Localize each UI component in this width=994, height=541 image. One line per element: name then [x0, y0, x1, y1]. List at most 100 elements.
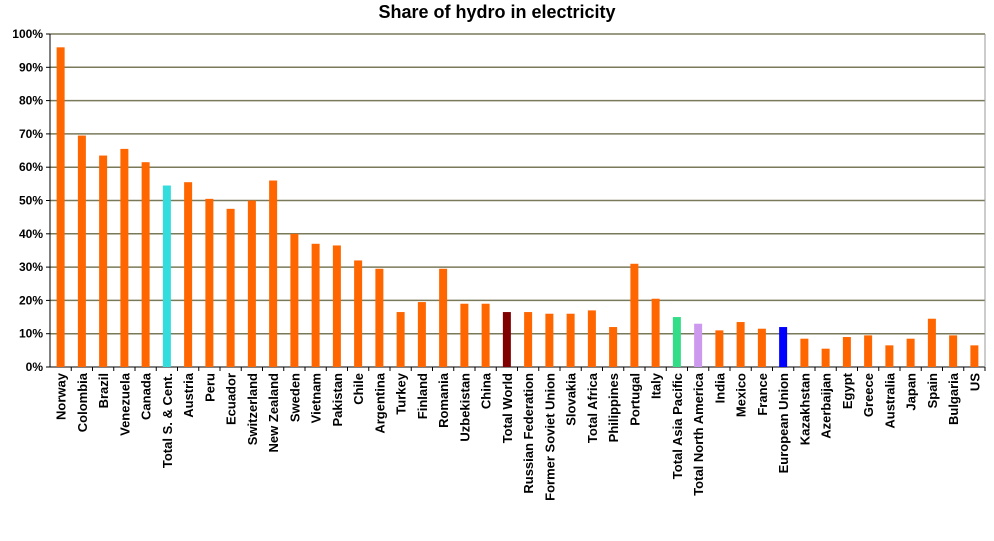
bar	[375, 268, 384, 367]
bar	[906, 338, 915, 367]
x-tick-label: Total S. & Cent.	[160, 373, 175, 468]
bar	[609, 327, 618, 367]
x-tick-label: European Union	[776, 373, 791, 473]
bar	[715, 330, 724, 367]
bar	[332, 245, 341, 367]
x-tick-label: Colombia	[75, 372, 90, 432]
bar	[630, 263, 639, 367]
bar	[757, 328, 766, 367]
y-tick-label: 30%	[19, 260, 43, 274]
x-tick-label: Pakistan	[330, 373, 345, 427]
x-tick-label: France	[755, 373, 770, 416]
bar	[800, 338, 809, 367]
x-tick-label: Venezuela	[117, 372, 132, 436]
bar	[481, 303, 490, 367]
x-tick-label: Ecuador	[224, 373, 239, 425]
x-tick-label: Egypt	[840, 372, 855, 409]
bar	[672, 317, 681, 367]
x-tick-label: Spain	[925, 373, 940, 408]
bar	[821, 348, 830, 367]
x-tick-label: Argentina	[372, 372, 387, 433]
x-tick-label: Bulgaria	[946, 372, 961, 425]
x-tick-label: Brazil	[96, 373, 111, 408]
bar	[779, 327, 788, 367]
x-tick-label: Peru	[202, 373, 217, 402]
bar	[354, 260, 363, 367]
x-tick-label: Former Soviet Union	[542, 373, 557, 501]
y-tick-label: 0%	[26, 360, 44, 374]
bar	[949, 335, 958, 367]
y-tick-label: 10%	[19, 327, 43, 341]
x-tick-label: Japan	[904, 373, 919, 411]
bar	[184, 182, 193, 367]
bar	[247, 200, 256, 367]
x-tick-label: Austria	[181, 372, 196, 418]
x-tick-label: Russian Federation	[521, 373, 536, 494]
bar	[545, 313, 554, 367]
bar	[226, 208, 235, 367]
bar	[587, 310, 596, 367]
x-tick-label: Portugal	[627, 373, 642, 426]
x-tick-label: Total North America	[691, 372, 706, 496]
x-tick-label: Finland	[415, 373, 430, 419]
bar	[56, 47, 65, 367]
x-tick-label: Switzerland	[245, 373, 260, 445]
bar	[205, 198, 214, 367]
bar	[141, 162, 150, 367]
bar	[99, 155, 108, 367]
x-tick-label: Turkey	[394, 372, 409, 414]
x-tick-label: New Zealand	[266, 373, 281, 453]
y-tick-label: 60%	[19, 160, 43, 174]
x-tick-label: Greece	[861, 373, 876, 417]
x-tick-label: Canada	[139, 372, 154, 420]
bar	[927, 318, 936, 367]
bar	[290, 233, 299, 367]
bar	[439, 268, 448, 367]
y-tick-label: 80%	[19, 94, 43, 108]
bar	[502, 312, 511, 367]
x-tick-label: US	[967, 373, 982, 391]
x-tick-label: Azerbaijan	[819, 373, 834, 439]
y-tick-label: 40%	[19, 227, 43, 241]
bar	[77, 135, 86, 367]
x-tick-label: Total Africa	[585, 372, 600, 443]
x-tick-label: Kazakhstan	[797, 373, 812, 445]
x-tick-label: Romania	[436, 372, 451, 428]
bar	[842, 337, 851, 367]
x-tick-label: Australia	[882, 372, 897, 428]
bar	[311, 243, 320, 367]
bar	[162, 185, 171, 367]
bar	[970, 345, 979, 367]
y-tick-label: 90%	[19, 60, 43, 74]
y-tick-label: 50%	[19, 194, 43, 208]
bar	[460, 303, 469, 367]
bar	[417, 302, 426, 367]
bar	[396, 312, 405, 367]
bar	[651, 298, 660, 367]
x-tick-label: Total World	[500, 373, 515, 443]
bar	[864, 335, 873, 367]
y-tick-label: 20%	[19, 293, 43, 307]
x-tick-label: Vietnam	[309, 373, 324, 423]
y-tick-label: 100%	[12, 27, 43, 41]
x-tick-label: China	[479, 372, 494, 409]
y-tick-label: 70%	[19, 127, 43, 141]
bar	[269, 180, 278, 367]
x-tick-label: Philippines	[606, 373, 621, 442]
chart-title: Share of hydro in electricity	[378, 2, 616, 22]
x-tick-label: Mexico	[734, 373, 749, 417]
x-tick-label: Norway	[54, 372, 69, 420]
bar	[524, 312, 533, 367]
x-tick-label: Uzbekistan	[457, 373, 472, 442]
x-tick-label: Italy	[649, 372, 664, 399]
bar	[120, 148, 129, 367]
x-tick-label: Sweden	[287, 373, 302, 422]
bar	[736, 322, 745, 367]
x-tick-label: Chile	[351, 373, 366, 405]
x-tick-label: India	[712, 372, 727, 403]
x-tick-label: Slovakia	[564, 372, 579, 426]
bar	[885, 345, 894, 367]
bar	[694, 323, 703, 367]
